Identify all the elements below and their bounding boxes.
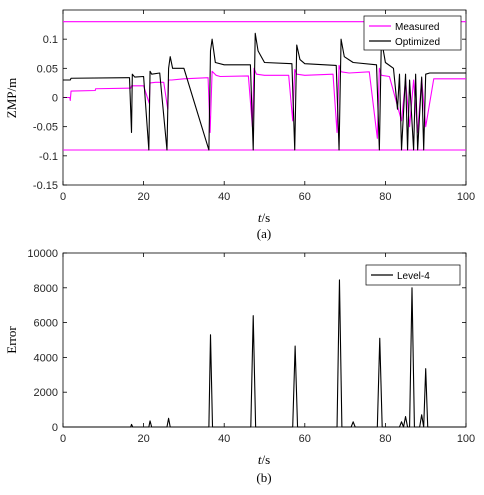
chart-a-x-ticks: 0 20 40 60 80 100 bbox=[60, 10, 475, 203]
x-tick-label: 80 bbox=[379, 191, 391, 203]
x-tick-label: 100 bbox=[457, 433, 475, 445]
y-tick-label: 0 bbox=[52, 93, 58, 105]
chart-b-ylabel: Error bbox=[4, 326, 19, 354]
x-tick-label: 100 bbox=[457, 191, 475, 203]
series-line-level-4 bbox=[63, 279, 466, 428]
y-tick-label: 0.1 bbox=[43, 34, 58, 46]
chart-b-xlabel-unit: /s bbox=[261, 452, 270, 467]
y-tick-label: 6000 bbox=[34, 318, 58, 330]
y-tick-label: 0.05 bbox=[37, 63, 58, 75]
chart-a-series bbox=[63, 32, 466, 151]
x-tick-label: 80 bbox=[379, 433, 391, 445]
series-line-optimized bbox=[63, 32, 466, 151]
x-tick-label: 0 bbox=[60, 191, 66, 203]
chart-b-legend: Level-4 bbox=[365, 264, 461, 286]
chart-a-caption: (a) bbox=[257, 226, 271, 241]
legend-level4-label: Level-4 bbox=[397, 271, 430, 282]
chart-b: 0 20 40 60 80 100 0 2000 4000 6000 8000 10000 Erro… bbox=[4, 248, 475, 485]
x-tick-label: 40 bbox=[218, 433, 230, 445]
chart-a-xlabel-unit: /s bbox=[261, 210, 270, 225]
x-tick-label: 20 bbox=[137, 433, 149, 445]
chart-a-legend: Measured Optimized bbox=[363, 15, 462, 51]
x-tick-label: 20 bbox=[137, 191, 149, 203]
y-tick-label: -0.05 bbox=[33, 122, 58, 134]
chart-b-caption: (b) bbox=[256, 470, 271, 485]
x-tick-label: 40 bbox=[218, 191, 230, 203]
chart-a-legend-box bbox=[363, 15, 462, 51]
legend-optimized-label: Optimized bbox=[395, 37, 440, 48]
chart-b-xlabel: t/s bbox=[258, 452, 270, 467]
x-tick-label: 60 bbox=[299, 433, 311, 445]
chart-b-x-ticks: 0 20 40 60 80 100 bbox=[60, 253, 475, 445]
chart-a: 0 20 40 60 80 100 -0.15 -0.1 -0.05 0 0.05 0.1 ZMP/… bbox=[4, 9, 475, 241]
chart-b-series bbox=[63, 279, 466, 428]
y-tick-label: 0 bbox=[52, 422, 58, 434]
chart-b-xlabel-var: t bbox=[258, 452, 262, 467]
y-tick-label: -0.1 bbox=[39, 151, 58, 163]
y-tick-label: 4000 bbox=[34, 352, 58, 364]
x-tick-label: 60 bbox=[299, 191, 311, 203]
y-tick-label: -0.15 bbox=[33, 180, 58, 192]
chart-a-y-ticks: -0.15 -0.1 -0.05 0 0.05 0.1 bbox=[33, 34, 466, 192]
chart-a-xlabel-var: t bbox=[258, 210, 262, 225]
chart-b-legend-box bbox=[365, 264, 461, 286]
y-tick-label: 10000 bbox=[27, 248, 58, 260]
chart-b-y-ticks: 0 2000 4000 6000 8000 10000 bbox=[27, 248, 466, 434]
legend-measured-label: Measured bbox=[395, 22, 439, 33]
x-tick-label: 0 bbox=[60, 433, 66, 445]
chart-a-ylabel: ZMP/m bbox=[4, 78, 19, 118]
chart-a-xlabel: t/s bbox=[258, 210, 270, 225]
y-tick-label: 8000 bbox=[34, 283, 58, 295]
y-tick-label: 2000 bbox=[34, 387, 58, 399]
